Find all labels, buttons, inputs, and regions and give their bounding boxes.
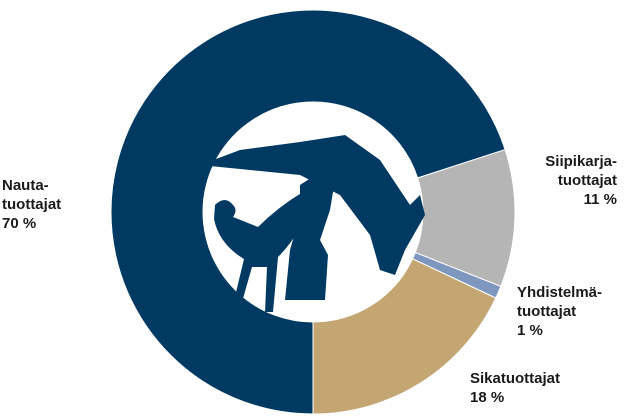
category-label: Yhdistelmä- tuottajat bbox=[517, 284, 603, 320]
slices bbox=[110, 9, 516, 415]
donut-slice bbox=[110, 9, 506, 415]
label-siipikarja: Siipikarja- tuottajat 11 % bbox=[545, 152, 617, 209]
donut-slice bbox=[312, 258, 497, 415]
value-label: 1 % bbox=[517, 322, 543, 339]
label-nauta: Nauta- tuottajat 70 % bbox=[2, 176, 61, 233]
value-label: 18 % bbox=[470, 389, 505, 406]
label-yhdistelma: Yhdistelmä- tuottajat 1 % bbox=[517, 283, 602, 340]
value-label: 11 % bbox=[583, 191, 617, 208]
category-label: Nauta- tuottajat bbox=[2, 177, 62, 213]
label-sika: Sikatuottajat 18 % bbox=[470, 369, 560, 407]
animal-illustration bbox=[200, 135, 425, 312]
category-label: Sikatuottajat bbox=[470, 370, 561, 387]
value-label: 70 % bbox=[2, 215, 37, 232]
category-label: Siipikarja- tuottajat bbox=[545, 153, 617, 189]
